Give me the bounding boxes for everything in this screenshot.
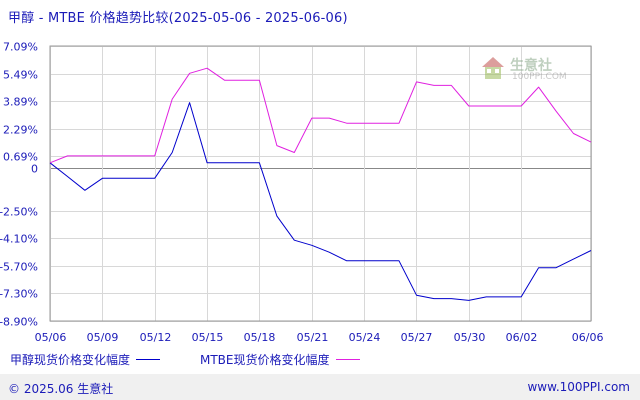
x-tick-label: 05/24 bbox=[349, 331, 381, 344]
legend-item-methanol: 甲醇现货价格变化幅度 bbox=[10, 351, 161, 368]
y-tick-label: -8.90% bbox=[0, 316, 38, 329]
x-tick-label: 05/21 bbox=[297, 331, 329, 344]
x-tick-label: 06/06 bbox=[572, 331, 604, 344]
footer-site-link[interactable]: www.100PPI.com bbox=[527, 380, 630, 394]
footer-bar: © 2025.06 生意社 www.100PPI.com bbox=[0, 374, 640, 400]
watermark-logo: 生意社 100PPI.COM bbox=[480, 55, 567, 85]
x-tick-label: 05/18 bbox=[244, 331, 276, 344]
footer-copyright: © 2025.06 生意社 bbox=[8, 382, 114, 396]
y-tick-label: 0 bbox=[31, 163, 38, 176]
y-tick-label: 0.69% bbox=[3, 151, 38, 164]
y-tick-label: -5.70% bbox=[0, 261, 38, 274]
legend-item-mtbe: MTBE现货价格变化幅度 bbox=[200, 351, 360, 368]
x-tick-label: 05/30 bbox=[454, 331, 486, 344]
series-layer bbox=[49, 67, 592, 301]
plot-border bbox=[49, 45, 592, 322]
legend-label-methanol: 甲醇现货价格变化幅度 bbox=[10, 353, 131, 367]
chart-title: 甲醇 - MTBE 价格趋势比较(2025-05-06 - 2025-06-06… bbox=[8, 11, 348, 26]
y-tick-label: -2.50% bbox=[0, 206, 38, 219]
legend-label-mtbe: MTBE现货价格变化幅度 bbox=[200, 353, 330, 367]
watermark-url: 100PPI.COM bbox=[512, 72, 567, 82]
y-tick-label: 3.89% bbox=[3, 96, 38, 109]
y-tick-labels: 7.09% 5.49% 3.89% 2.29% 0.69%0 -2.50% -4.10% -5… bbox=[0, 41, 38, 329]
y-tick-label: 2.29% bbox=[3, 124, 38, 137]
x-tick-labels: 05/06 05/09 05/12 05/15 05/18 05/21 05/24 05/27… bbox=[35, 331, 604, 344]
x-tick-label: 05/15 bbox=[192, 331, 224, 344]
x-tick-label: 05/12 bbox=[140, 331, 172, 344]
x-tick-label: 05/06 bbox=[35, 331, 67, 344]
axis-layer bbox=[49, 45, 592, 322]
x-tick-label: 05/27 bbox=[401, 331, 433, 344]
grid-layer bbox=[50, 46, 592, 322]
house-logo-icon bbox=[482, 57, 504, 79]
legend-swatch-mtbe bbox=[335, 359, 360, 360]
y-tick-label: -4.10% bbox=[0, 233, 38, 246]
x-tick-label: 06/02 bbox=[506, 331, 538, 344]
series-line-methanol bbox=[49, 102, 592, 301]
y-tick-label: -7.30% bbox=[0, 288, 38, 301]
watermark-text: 生意社 bbox=[510, 58, 552, 74]
y-tick-label: 5.49% bbox=[3, 69, 38, 82]
y-tick-label: 7.09% bbox=[3, 41, 38, 54]
series-line-mtbe bbox=[49, 67, 592, 164]
legend-swatch-methanol bbox=[136, 359, 161, 360]
x-tick-label: 05/09 bbox=[87, 331, 119, 344]
